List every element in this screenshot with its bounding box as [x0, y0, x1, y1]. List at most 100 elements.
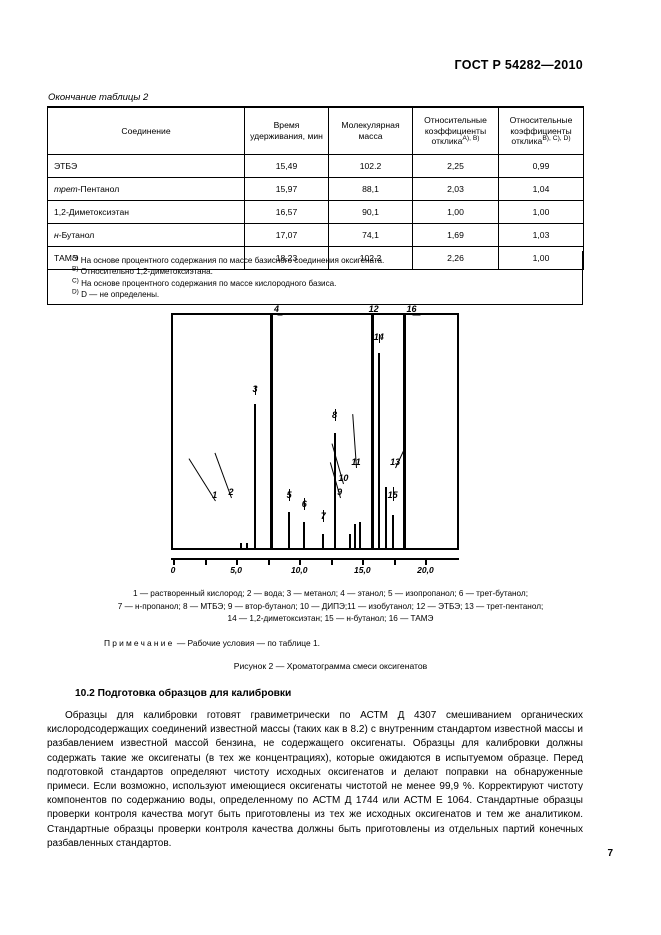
chart-x-axis — [171, 558, 459, 560]
cell-response-factor-1: 2,03 — [412, 177, 499, 201]
cell-compound: ЭТБЭ — [47, 154, 245, 178]
chart-plot-area: 12345678910111213141516 — [173, 304, 457, 550]
chart-peak-4 — [270, 315, 274, 550]
x-tick-2 — [299, 560, 302, 565]
figure-caption: Рисунок 2 — Хроматограмма смеси оксигена… — [233, 661, 428, 671]
chart-peak-leader-5 — [289, 488, 291, 501]
table-body: ЭТБЭ 15,49 102.2 2,25 0,99 трет-Пентанол… — [47, 154, 584, 270]
cell-response-factor-1: 2,25 — [412, 154, 499, 178]
chart-peak-13 — [385, 486, 388, 550]
cell-retention-time: 17,07 — [244, 223, 329, 247]
section-heading: 10.2 Подготовка образцов для калибровки — [75, 688, 292, 699]
x-tick-label-0: 0 — [170, 565, 176, 575]
legend-line-2: 7 — н-пропанол; 8 — МТБЭ; 9 — втор-бутан… — [117, 601, 544, 611]
col-header-molecular-mass: Молекулярная масса — [328, 106, 413, 155]
chart-peak-10 — [353, 524, 356, 550]
cell-response-factor-2: 1,00 — [498, 200, 584, 224]
footnote-c: C) На основе процентного содержания по м… — [72, 277, 337, 288]
cell-retention-time: 16,57 — [244, 200, 329, 224]
x-tick-0 — [173, 560, 175, 565]
x-tick-label-2: 10,0 — [290, 565, 308, 575]
cell-response-factor-2: 1,00 — [498, 246, 584, 270]
x-tick-1 — [236, 560, 239, 565]
figure-legend: 1 — растворенный кислород; 2 — вода; 3 —… — [47, 588, 614, 626]
col-header-response-factor-ab: Относительные коэффициенты откликаA), B) — [412, 106, 499, 155]
chart-peak-leader-15 — [392, 486, 394, 501]
page-number: 7 — [607, 848, 613, 859]
chart-peak-label-16: 16 — [406, 304, 417, 314]
table-row: трет-Пентанол 15,97 88,1 2,03 1,04 — [47, 177, 584, 201]
table-caption: Окончание таблицы 2 — [48, 92, 149, 103]
chart-peak-label-13: 13 — [390, 456, 401, 467]
chart-baseline — [171, 548, 459, 550]
footnote-b: B) Относительно 1,2-диметоксиэтана. — [72, 265, 213, 277]
x-tick-label-4: 20,0 — [417, 565, 434, 575]
footnote-d: D) D — не определены. — [72, 288, 160, 300]
x-minor-tick — [204, 560, 207, 565]
cell-compound: ТАМЭ — [47, 246, 245, 270]
legend-line-1: 1 — растворенный кислород; 2 — вода; 3 —… — [133, 589, 528, 598]
x-tick-3 — [362, 560, 365, 565]
chart-peak-leader-4 — [277, 314, 283, 316]
x-tick-label-3: 15,0 — [354, 565, 371, 575]
table-row: н-Бутанол 17,07 74,1 1,69 1,03 — [47, 223, 584, 247]
chart-peak-label-4: 4 — [273, 304, 280, 314]
cell-compound: 1,2-Диметоксиэтан — [47, 200, 245, 224]
cell-retention-time: 15,97 — [244, 177, 329, 201]
chart-peak-label-10: 10 — [338, 473, 349, 484]
chart-peak-1 — [240, 542, 243, 550]
chart-peak-leader-8 — [334, 409, 336, 421]
chart-peak-8 — [333, 432, 336, 550]
chart-peak-15 — [391, 514, 394, 550]
cell-molecular-mass: 102.2 — [328, 154, 413, 178]
cell-response-factor-1: 1,00 — [412, 200, 499, 224]
chromatogram-chart: 12345678910111213141516 05,010,015,020,0 — [165, 304, 465, 576]
chart-peak-12 — [371, 315, 375, 550]
cell-molecular-mass: 74,1 — [328, 223, 413, 247]
cell-retention-time: 15,49 — [244, 154, 329, 178]
chart-peak-6 — [303, 521, 306, 550]
x-tick-label-1: 5,0 — [230, 565, 243, 575]
cell-response-factor-2: 1,04 — [498, 177, 584, 201]
chart-peak-9 — [348, 533, 351, 550]
cell-compound: н-Бутанол — [47, 223, 245, 247]
chart-peak-label-1: 1 — [212, 489, 218, 500]
chart-peak-3 — [254, 404, 257, 550]
table-row: ЭТБЭ 15,49 102.2 2,25 0,99 — [47, 154, 584, 178]
figure-note: Примечание — Рабочие условия — по таблиц… — [104, 638, 320, 648]
table-footnotes: A) На основе процентного содержания по м… — [47, 251, 583, 305]
chart-peak-11 — [358, 521, 361, 550]
chart-peak-leader-1 — [188, 458, 216, 501]
table-row: ТАМЭ 18,23 102.2 2,26 1,00 — [47, 246, 584, 270]
x-minor-tick — [330, 560, 333, 565]
chart-peak-2 — [246, 542, 249, 550]
chart-peak-leader-2 — [214, 453, 233, 499]
x-minor-tick — [267, 560, 270, 565]
standard-header: ГОСТ Р 54282—2010 — [454, 58, 583, 72]
chart-peak-label-2: 2 — [228, 487, 234, 498]
table-header: Соединение Время удерживания, мин Молеку… — [47, 106, 584, 155]
col-header-retention-time: Время удерживания, мин — [244, 106, 329, 155]
footnote-a: A) На основе процентного содержания по м… — [72, 254, 385, 265]
legend-line-3: 14 — 1,2-диметоксиэтан; 15 — н-бутанол; … — [227, 614, 434, 624]
chart-peak-leader-16 — [412, 314, 420, 316]
oxygenate-properties-table: Соединение Время удерживания, мин Молеку… — [47, 106, 584, 270]
cell-response-factor-1: 1,69 — [412, 223, 499, 247]
chart-peak-7 — [322, 533, 325, 550]
cell-molecular-mass: 102.2 — [328, 246, 413, 270]
col-header-response-factor-bcd: Относительные коэффициенты откликаB), C)… — [498, 106, 584, 155]
chart-peak-14 — [377, 352, 380, 550]
x-minor-tick — [393, 560, 396, 565]
chart-peak-5 — [288, 512, 291, 550]
cell-response-factor-2: 1,03 — [498, 223, 584, 247]
cell-response-factor-2: 0,99 — [498, 154, 584, 178]
table-row: 1,2-Диметоксиэтан 16,57 90,1 1,00 1,00 — [47, 200, 584, 224]
chart-peak-16 — [402, 315, 406, 550]
cell-molecular-mass: 90,1 — [328, 200, 413, 224]
section-paragraph: Образцы для калибровки готовят гравиметр… — [47, 710, 583, 849]
x-tick-4 — [425, 560, 428, 565]
chart-peak-label-12: 12 — [368, 304, 379, 314]
cell-retention-time: 18,23 — [244, 246, 329, 270]
cell-response-factor-1: 2,26 — [412, 246, 499, 270]
